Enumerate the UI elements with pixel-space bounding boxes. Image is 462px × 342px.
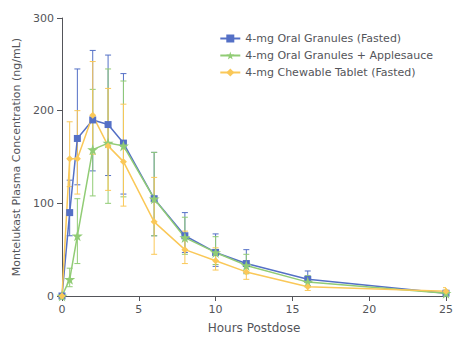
svg-text:0: 0 xyxy=(59,303,66,316)
svg-text:0: 0 xyxy=(47,290,54,303)
svg-text:10: 10 xyxy=(209,303,223,316)
svg-text:15: 15 xyxy=(285,303,299,316)
svg-text:4-mg Oral Granules + Applesauc: 4-mg Oral Granules + Applesauce xyxy=(245,49,433,62)
svg-text:Hours Postdose: Hours Postdose xyxy=(208,321,301,335)
svg-text:4-mg Chewable Tablet (Fasted): 4-mg Chewable Tablet (Fasted) xyxy=(245,66,415,79)
svg-text:Montelukast Plasma Concentrati: Montelukast Plasma Concentration (ng/mL) xyxy=(10,38,23,276)
svg-text:300: 300 xyxy=(33,12,54,25)
svg-text:4-mg Oral Granules (Fasted): 4-mg Oral Granules (Fasted) xyxy=(245,32,401,45)
svg-text:25: 25 xyxy=(439,303,453,316)
svg-text:100: 100 xyxy=(33,197,54,210)
svg-text:20: 20 xyxy=(362,303,376,316)
svg-text:5: 5 xyxy=(135,303,142,316)
svg-text:200: 200 xyxy=(33,104,54,117)
